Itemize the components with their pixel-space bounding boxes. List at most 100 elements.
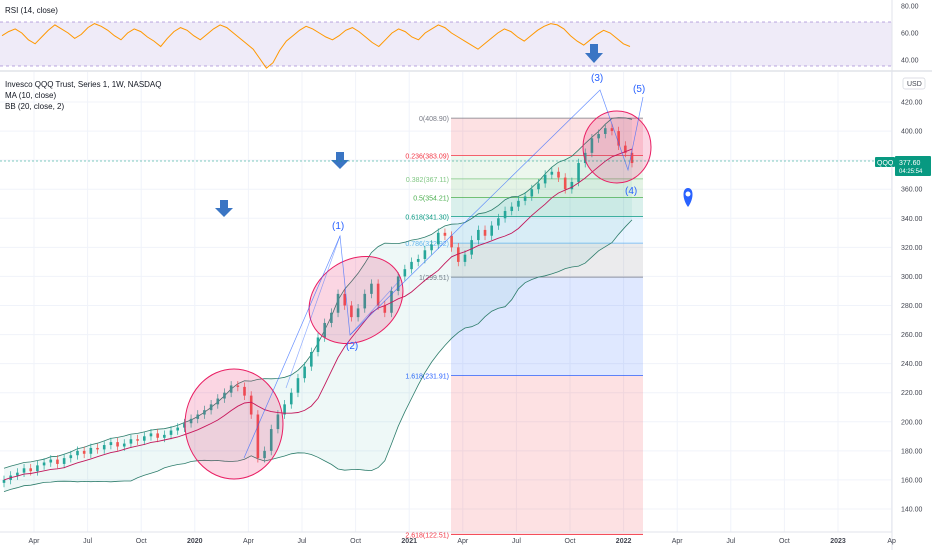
candle-body bbox=[22, 468, 26, 473]
candle-body bbox=[356, 308, 360, 318]
candle-body bbox=[510, 206, 514, 212]
indicator-ma[interactable]: MA (10, close) bbox=[5, 91, 56, 100]
candle-body bbox=[276, 414, 280, 430]
candle-body bbox=[149, 433, 153, 437]
candle-body bbox=[350, 305, 353, 318]
time-tick-label: Apr bbox=[29, 538, 41, 545]
candle-body bbox=[617, 131, 620, 146]
candle-body bbox=[229, 385, 233, 393]
candle-body bbox=[630, 152, 634, 164]
time-tick-label: Apr bbox=[672, 538, 684, 545]
candle-body bbox=[463, 254, 467, 262]
candle-body bbox=[156, 433, 159, 438]
down-arrow-icon[interactable] bbox=[331, 152, 349, 169]
candle-body bbox=[624, 145, 627, 153]
candle-body bbox=[390, 290, 393, 313]
candle-body bbox=[370, 283, 373, 294]
price-tick-label: 220.00 bbox=[901, 390, 923, 397]
location-pin-icon[interactable] bbox=[683, 188, 693, 207]
candle-body bbox=[129, 439, 133, 444]
candle-body bbox=[203, 410, 206, 415]
candle-body bbox=[570, 181, 574, 190]
candle-body bbox=[376, 283, 380, 306]
candles bbox=[2, 123, 634, 488]
time-tick-label: 2021 bbox=[401, 538, 417, 545]
candle-body bbox=[56, 459, 59, 464]
symbol-title[interactable]: Invesco QQQ Trust, Series 1, 1W, NASDAQ bbox=[5, 80, 162, 89]
candle-body bbox=[96, 447, 99, 450]
annotation-ellipse-2021[interactable] bbox=[582, 110, 652, 184]
price-tick-label: 140.00 bbox=[901, 507, 923, 514]
price-tick-label: 340.00 bbox=[901, 216, 923, 223]
candle-body bbox=[550, 171, 554, 175]
wave-label-5: (5) bbox=[633, 84, 645, 95]
price-tick-label: 360.00 bbox=[901, 187, 923, 194]
wave-label-4: (4) bbox=[625, 186, 637, 197]
fib-zone bbox=[451, 243, 643, 278]
candle-body bbox=[216, 398, 220, 405]
price-tag bbox=[895, 156, 931, 176]
down-arrow-icon[interactable] bbox=[585, 44, 603, 63]
time-tick-label: Jul bbox=[726, 538, 735, 545]
candle-body bbox=[517, 200, 520, 207]
candle-body bbox=[323, 322, 326, 338]
candle-body bbox=[403, 269, 407, 277]
candle-body bbox=[243, 386, 246, 396]
candle-body bbox=[423, 250, 427, 259]
candle-body bbox=[163, 434, 166, 438]
candle-body bbox=[289, 392, 293, 405]
candle-body bbox=[537, 183, 540, 190]
fib-level-label: 2.618(122.51) bbox=[405, 532, 449, 539]
annotation-circles[interactable] bbox=[184, 110, 652, 480]
candle-body bbox=[176, 427, 180, 431]
time-tick-label: Jul bbox=[298, 538, 307, 545]
indicator-bb[interactable]: BB (20, close, 2) bbox=[5, 102, 64, 111]
rsi-line bbox=[1, 23, 631, 69]
candle-body bbox=[169, 430, 173, 435]
fib-level-label: 0.618(341.30) bbox=[405, 214, 449, 221]
annotation-ellipse-2020[interactable] bbox=[184, 368, 284, 480]
rsi-axis: 80.00 60.00 40.00 bbox=[901, 4, 919, 65]
down-arrow-icons[interactable] bbox=[215, 44, 603, 217]
price-axis[interactable]: 420.00400.00380.00360.00340.00320.00300.… bbox=[875, 0, 931, 550]
fib-level-label: 0.786(322.92) bbox=[405, 241, 449, 248]
candle-body bbox=[436, 232, 440, 245]
time-axis[interactable]: Apr Jul Oct 2020 Apr Jul Oct 2021 Apr Jul Oct 2022 A… bbox=[0, 531, 896, 545]
candle-body bbox=[2, 479, 6, 483]
candle-body bbox=[543, 174, 547, 184]
price-tick-label: 420.00 bbox=[901, 100, 923, 107]
candle-body bbox=[610, 128, 614, 132]
price-tick-label: 400.00 bbox=[901, 129, 923, 136]
candle-body bbox=[236, 385, 240, 387]
candle-body bbox=[109, 442, 113, 446]
candle-body bbox=[49, 459, 53, 463]
candle-body bbox=[430, 244, 433, 251]
candle-body bbox=[477, 229, 480, 241]
wave-label-1: (1) bbox=[332, 221, 344, 232]
candle-body bbox=[597, 133, 600, 139]
annotation-ellipse-mid-2020[interactable] bbox=[292, 239, 420, 362]
fib-level-label: 1(299.51) bbox=[419, 275, 449, 282]
candle-body bbox=[42, 462, 46, 466]
candle-body bbox=[503, 211, 507, 219]
currency-label: USD bbox=[907, 81, 922, 88]
candle-body bbox=[577, 163, 580, 182]
candle-body bbox=[249, 395, 253, 415]
down-arrow-icon[interactable] bbox=[215, 200, 233, 217]
candle-body bbox=[62, 458, 66, 464]
candle-body bbox=[82, 450, 86, 454]
currency-badge bbox=[902, 77, 926, 90]
elliott-wave-lines[interactable] bbox=[243, 89, 644, 459]
fib-zone bbox=[451, 375, 643, 535]
candle-body bbox=[256, 414, 260, 459]
candle-body bbox=[410, 261, 413, 270]
candle-body bbox=[209, 404, 213, 411]
candle-body bbox=[443, 232, 447, 236]
fibonacci-extension[interactable]: 0(408.90) 0.236(383.09) 0.382(367.11) 0.5(3… bbox=[405, 116, 643, 539]
price-tick-label: 280.00 bbox=[901, 303, 923, 310]
candle-body bbox=[136, 439, 139, 441]
fib-zone bbox=[451, 197, 643, 217]
candle-body bbox=[590, 138, 594, 153]
candle-body bbox=[36, 465, 39, 472]
